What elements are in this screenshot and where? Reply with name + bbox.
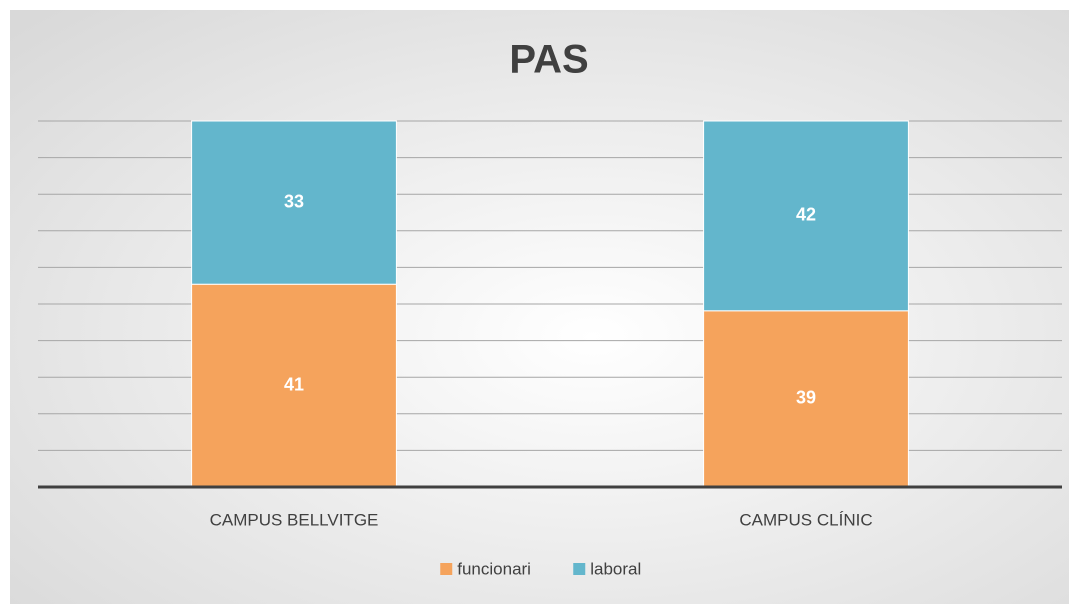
- bar-segment: [191, 283, 397, 488]
- legend-label: funcionari: [457, 559, 531, 578]
- bar-segment: [703, 310, 909, 488]
- data-label: 41: [284, 374, 304, 394]
- legend-swatch: [573, 563, 586, 575]
- x-tick-label: CAMPUS CLÍNIC: [739, 510, 872, 529]
- legend-label: laboral: [590, 559, 641, 578]
- bar-segment: [703, 120, 909, 312]
- data-label: 42: [796, 205, 816, 225]
- chart-background: [10, 10, 1069, 604]
- data-label: 39: [796, 388, 816, 408]
- chart-title: PAS: [509, 38, 588, 82]
- data-label: 33: [284, 191, 304, 211]
- x-tick-label: CAMPUS BELLVITGE: [210, 510, 379, 529]
- legend-swatch: [440, 563, 453, 575]
- bar-segment: [191, 120, 397, 285]
